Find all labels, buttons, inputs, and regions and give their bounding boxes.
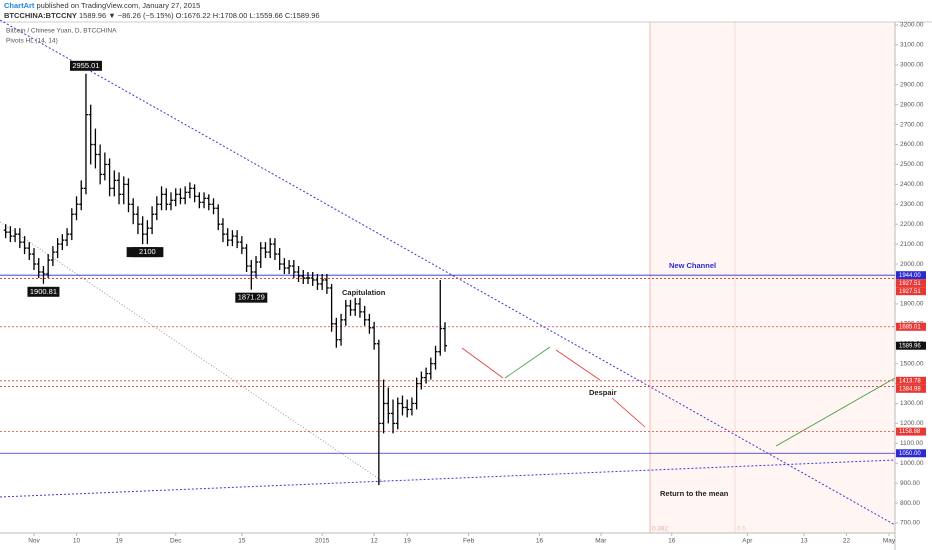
price-label: 1927.51: [899, 289, 921, 295]
y-tick-label: 2600.00: [900, 141, 924, 148]
pivot-label-bg: [27, 286, 60, 297]
pivot-label-bg: [69, 60, 102, 71]
price-label-bg: [896, 449, 926, 458]
arrow: [504, 346, 551, 379]
pivot-label: 2100: [139, 247, 156, 256]
x-tick-label: 10: [73, 538, 81, 545]
x-tick-label: Apr: [742, 538, 753, 545]
x-tick-label: Feb: [463, 538, 475, 545]
y-tick-label: 2200.00: [900, 221, 924, 228]
trendline: [0, 221, 386, 484]
x-tick-label: 19: [404, 538, 412, 545]
y-tick-label: 2400.00: [900, 181, 924, 188]
annotation: Capitulation: [342, 288, 386, 297]
y-tick-label: 2500.00: [900, 161, 924, 168]
x-tick-label: Nov: [28, 538, 40, 545]
y-tick-label: 1000.00: [900, 460, 924, 467]
trendline: [0, 459, 896, 498]
indicator-legend: Pivots HL (14, 14): [6, 38, 58, 45]
fib-label: 0.382: [652, 526, 669, 533]
price-label: 1927.51: [899, 281, 921, 287]
y-tick-label: 1200.00: [900, 420, 924, 427]
y-tick-label: 2900.00: [900, 81, 924, 88]
pivot-label: 1871.29: [238, 293, 265, 302]
price-label-bg: [896, 271, 926, 280]
x-tick-label: 16: [536, 538, 544, 545]
y-tick-label: 800.00: [900, 500, 920, 507]
price-label-bg: [896, 376, 926, 385]
y-tick-label: 900.00: [900, 480, 920, 487]
y-tick-label: 2700.00: [900, 121, 924, 128]
y-tick-label: 3000.00: [900, 62, 924, 69]
price-label: 1158.88: [899, 429, 921, 435]
pivot-label-bg: [131, 247, 164, 258]
fib-zone: [650, 22, 895, 533]
published: published on TradingView.com, January 27…: [37, 1, 201, 10]
y-tick-label: 3100.00: [900, 42, 924, 49]
y-tick-label: 700.00: [900, 520, 920, 527]
y-tick-label: 2300.00: [900, 201, 924, 208]
y-tick-label: 1100.00: [900, 440, 923, 447]
x-tick-label: 12: [371, 538, 379, 545]
x-tick-label: 22: [843, 538, 851, 545]
arrow: [775, 377, 896, 447]
pivot-label: 2955.01: [72, 61, 99, 70]
arrow: [461, 347, 504, 379]
x-tick-label: May: [883, 538, 896, 545]
x-tick-label: 15: [238, 538, 246, 545]
price-label: 1685.01: [899, 324, 921, 330]
trendline: [0, 19, 896, 526]
price-label-bg: [896, 341, 926, 350]
price-label: 1413.78: [899, 378, 921, 384]
price-label: 1944.00: [899, 273, 921, 279]
fib-label: 0.5: [737, 526, 746, 533]
arrows: [461, 346, 896, 447]
price-label: 1050.00: [899, 451, 921, 457]
arrow: [611, 397, 646, 428]
price-bars: [3, 73, 447, 486]
price-label-bg: [896, 287, 926, 296]
y-tick-label: 1500.00: [900, 360, 924, 367]
x-tick-label: 19: [115, 538, 123, 545]
y-tick-label: 1300.00: [900, 400, 924, 407]
y-tick-label: 2100.00: [900, 241, 924, 248]
price-label: 1589.96: [899, 343, 921, 349]
price-label-bg: [896, 384, 926, 393]
pivot-label: 1900.81: [30, 287, 57, 296]
series-legend: Bitcoin / Chinese Yuan, D, BTCCHINA: [6, 28, 117, 35]
author[interactable]: ChartArt: [4, 1, 35, 10]
price-label-bg: [896, 427, 926, 436]
annotation: New Channel: [669, 261, 716, 270]
price-label-bg: [896, 279, 926, 288]
header: ChartArt published on TradingView.com, J…: [4, 1, 200, 10]
price-label-bg: [896, 322, 926, 331]
x-tick-label: Dec: [170, 538, 182, 545]
x-tick-label: 2015: [315, 538, 330, 545]
quote-line: BTCCHINA:BTCCNY 1589.96 ▼ −86.26 (−5.15%…: [4, 11, 320, 20]
arrow: [555, 349, 601, 381]
x-tick-label: 16: [668, 538, 676, 545]
quote: 1589.96 ▼ −86.26 (−5.15%) O:1676.22 H:17…: [79, 11, 320, 20]
x-tick-label: 13: [800, 538, 808, 545]
symbol: BTCCHINA:BTCCNY: [4, 11, 77, 20]
y-tick-label: 2000.00: [900, 261, 924, 268]
y-tick-label: 1800.00: [900, 301, 924, 308]
pivot-label-bg: [235, 292, 268, 303]
price-label: 1384.98: [899, 386, 921, 392]
annotation: Return to the mean: [660, 489, 729, 498]
annotation: Despair: [589, 388, 617, 397]
y-tick-label: 3200.00: [900, 22, 924, 29]
x-tick-label: Mar: [595, 538, 607, 545]
y-tick-label: 2800.00: [900, 101, 924, 108]
